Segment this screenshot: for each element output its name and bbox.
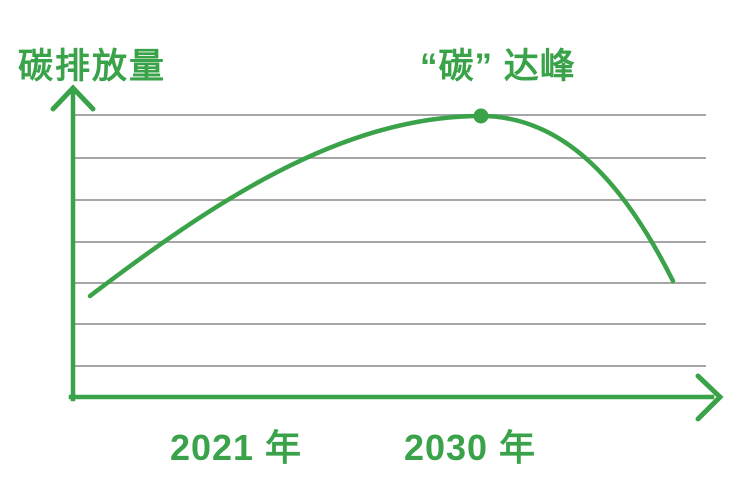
y-axis-title: 碳排放量 bbox=[18, 47, 167, 86]
y-axis-arrow-icon bbox=[50, 84, 96, 112]
x-tick-label-2030: 2030 年 bbox=[403, 427, 537, 468]
peak-annotation-label: “碳” 达峰 bbox=[420, 47, 576, 86]
x-tick-label-2021: 2021 年 bbox=[169, 427, 303, 468]
gridlines bbox=[74, 114, 706, 367]
peak-marker bbox=[473, 108, 489, 124]
x-axis-arrow-icon bbox=[695, 373, 724, 422]
emissions-curve bbox=[87, 113, 676, 299]
